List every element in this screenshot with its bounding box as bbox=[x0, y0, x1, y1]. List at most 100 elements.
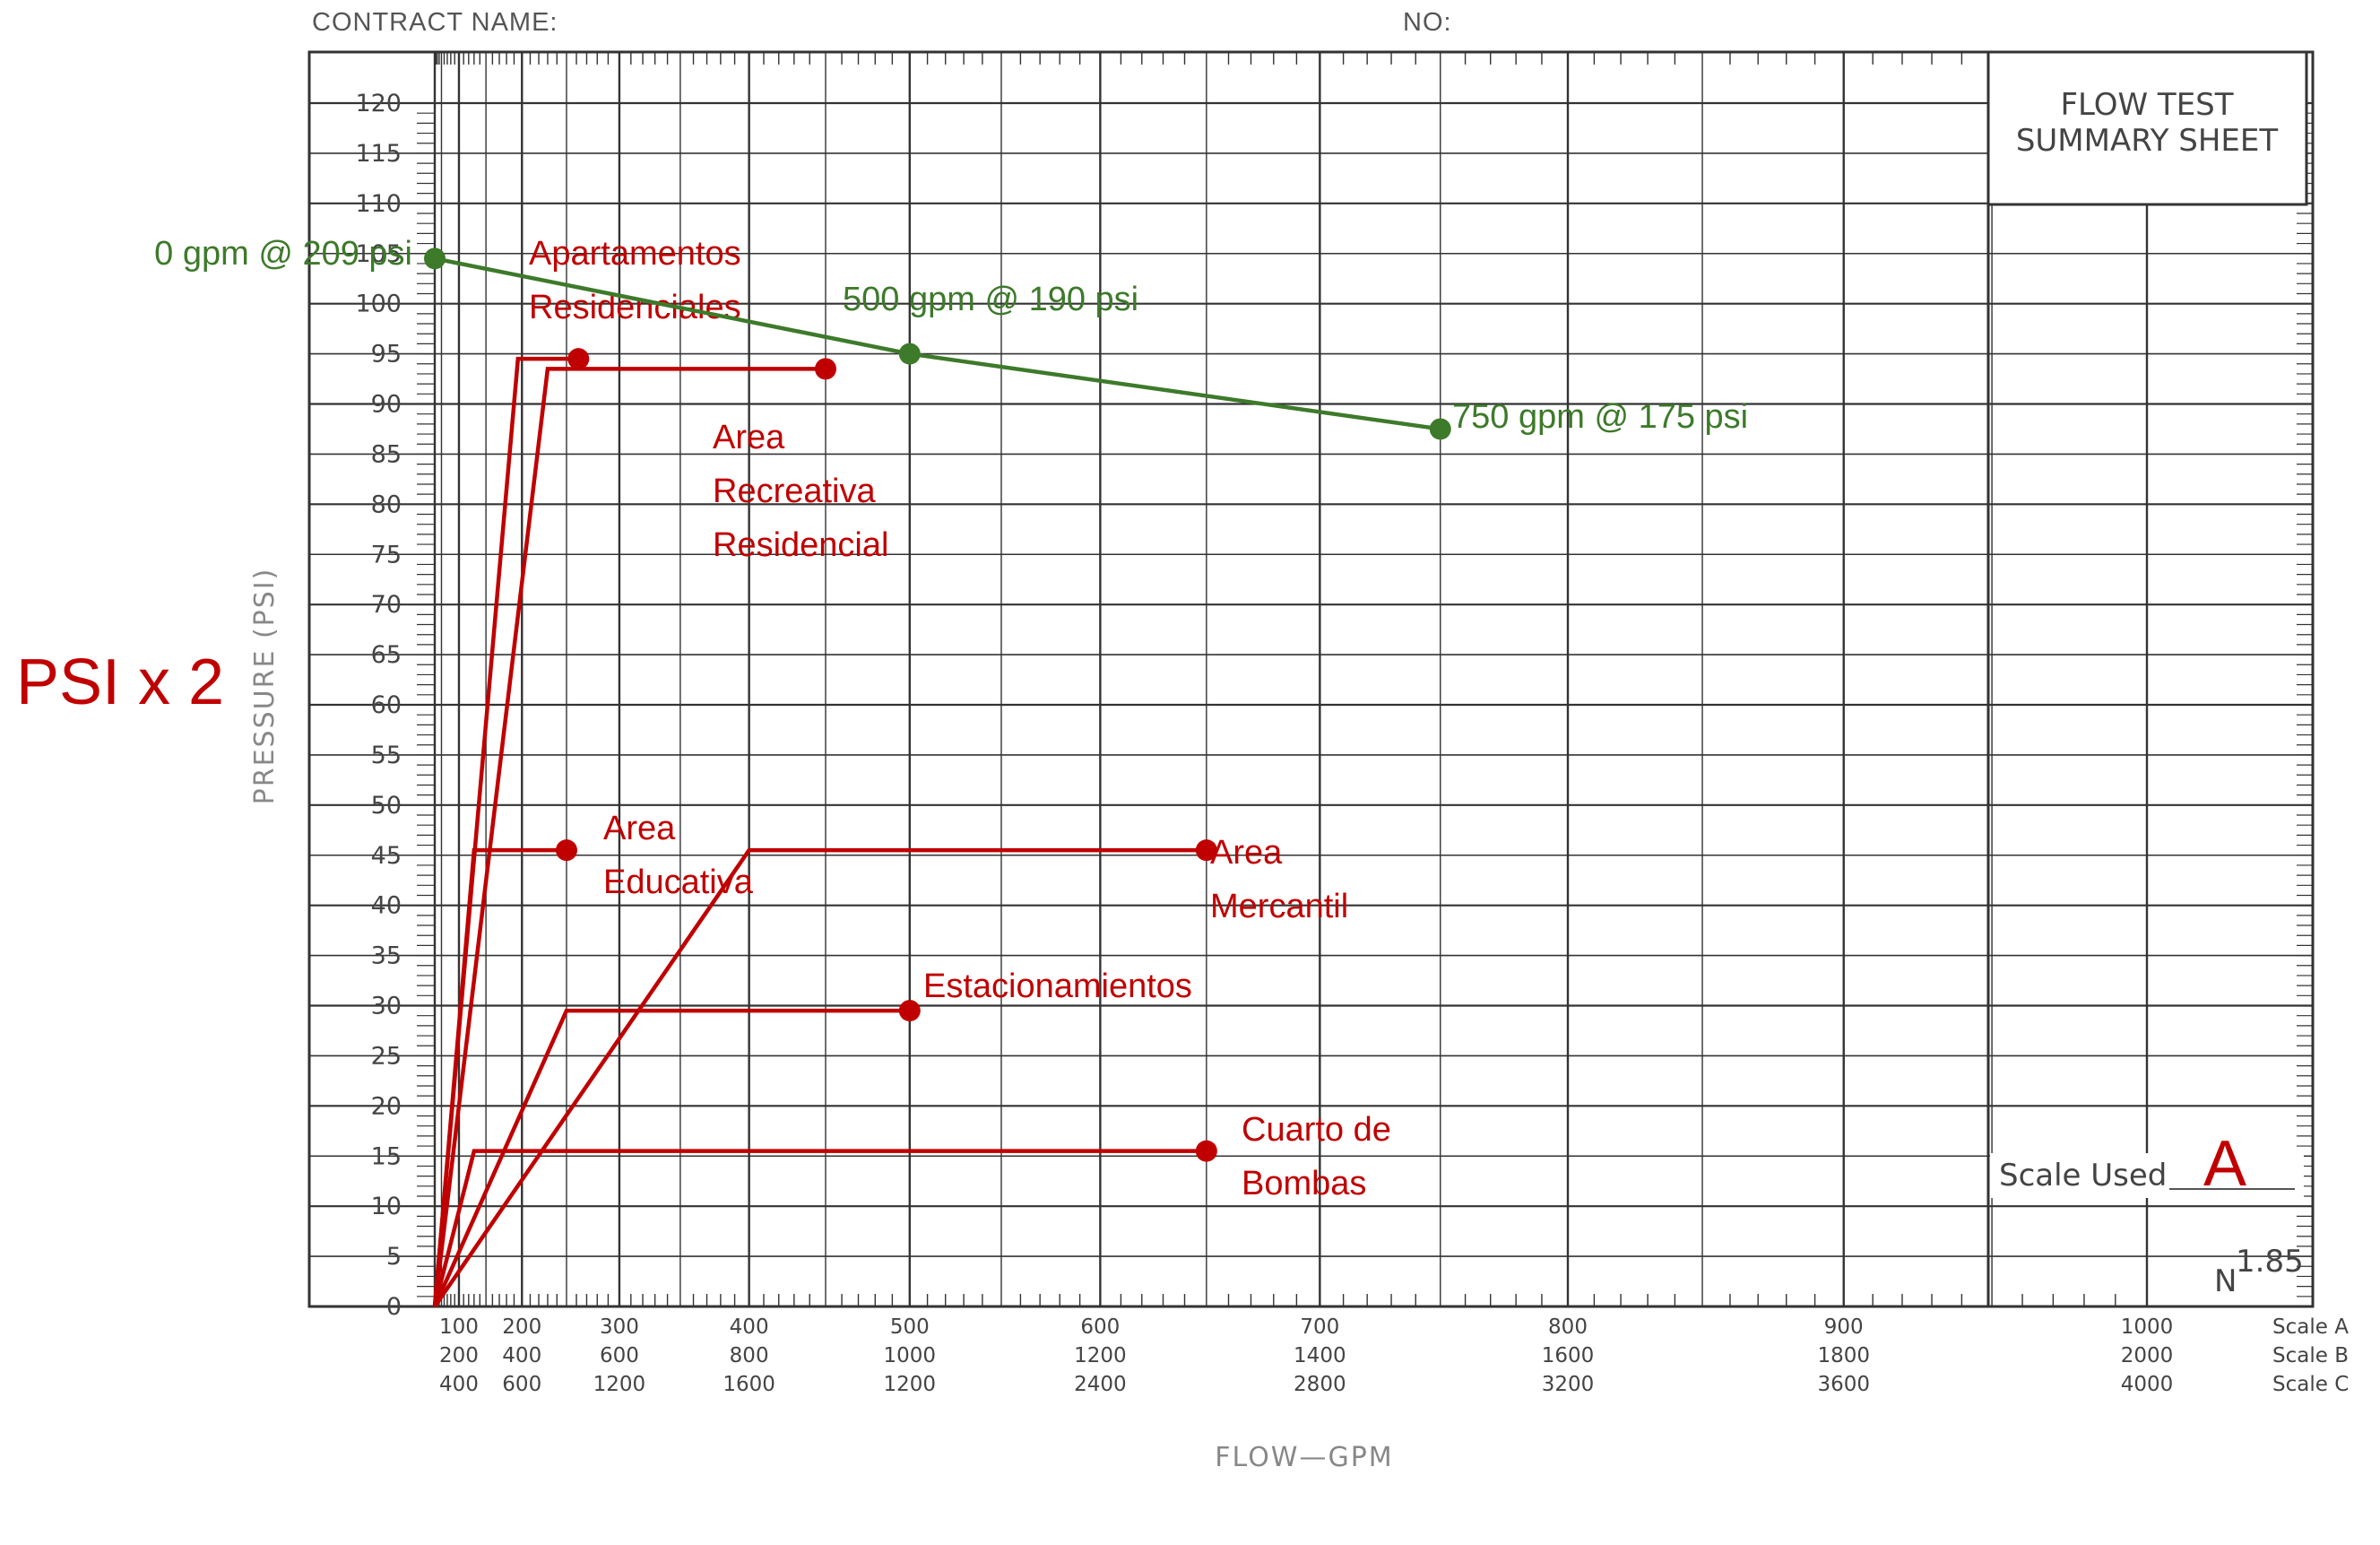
demand-point bbox=[555, 839, 577, 862]
x-tick-label-a: 700 bbox=[1300, 1315, 1339, 1339]
demand-label: Area bbox=[713, 419, 785, 456]
x-tick-label-b: 1800 bbox=[1817, 1344, 1870, 1367]
scale-used-value: A bbox=[2203, 1128, 2246, 1200]
demand-point bbox=[814, 358, 836, 380]
x-tick-label-a: 600 bbox=[1080, 1315, 1120, 1339]
x-tick-label-c: 4000 bbox=[2121, 1373, 2174, 1396]
contract-no-label: NO: bbox=[1403, 8, 1452, 37]
supply-point-label: 750 gpm @ 175 psi bbox=[1452, 398, 1748, 436]
demand-line bbox=[433, 847, 1207, 1308]
summary-title-line2: SUMMARY SHEET bbox=[2016, 123, 2279, 159]
x-tick-label-c: 1600 bbox=[723, 1373, 775, 1396]
y-tick-label: 85 bbox=[371, 440, 402, 468]
x-tick-label-c: 3600 bbox=[1817, 1373, 1870, 1396]
x-tick-label-b: 1200 bbox=[1074, 1344, 1127, 1367]
scale-used-label: Scale Used bbox=[1999, 1158, 2167, 1193]
x-tick-label-b: 2000 bbox=[2121, 1344, 2174, 1367]
demand-label: Cuarto de bbox=[1242, 1111, 1391, 1149]
demand-label: Area bbox=[603, 810, 676, 847]
summary-box: FLOW TEST SUMMARY SHEET Scale Used A N 1… bbox=[1986, 50, 2308, 1299]
x-tick-label-c: 2400 bbox=[1074, 1373, 1127, 1396]
n-exponent: 1.85 bbox=[2236, 1244, 2304, 1280]
demand-label: Educativa bbox=[603, 864, 754, 901]
demand-line bbox=[432, 1008, 910, 1307]
demand-label: Apartamentos bbox=[529, 235, 741, 273]
demand-line bbox=[432, 1149, 1207, 1307]
demand-label: Area bbox=[1210, 834, 1283, 872]
x-tick-label-a: 1000 bbox=[2121, 1315, 2174, 1339]
supply-point bbox=[898, 343, 921, 365]
supply-point-label: 500 gpm @ 190 psi bbox=[843, 281, 1138, 318]
x-tick-label-b: 1000 bbox=[884, 1344, 937, 1367]
x-tick-label-b: 1400 bbox=[1294, 1344, 1346, 1367]
y-tick-label: 120 bbox=[355, 90, 402, 117]
summary-box-frame bbox=[1986, 50, 2308, 206]
demand-line bbox=[432, 367, 826, 1307]
supply-point bbox=[424, 247, 446, 270]
x-tick-label-a: 500 bbox=[890, 1315, 930, 1339]
supply-point-label: 0 gpm @ 209 psi bbox=[154, 235, 412, 273]
y-tick-label: 0 bbox=[386, 1293, 402, 1321]
y-tick-label: 30 bbox=[371, 993, 402, 1020]
n-symbol: N bbox=[2214, 1263, 2237, 1299]
x-tick-label-a: 400 bbox=[730, 1315, 769, 1339]
demand-label: Bombas bbox=[1242, 1165, 1366, 1202]
demand-label: Estacionamientos bbox=[923, 968, 1192, 1005]
y-tick-label: 110 bbox=[355, 190, 402, 218]
y-tick-label: 40 bbox=[371, 892, 402, 920]
demand-label: Residencial bbox=[713, 526, 888, 564]
y-axis-title: PRESSURE (PSI) bbox=[249, 568, 281, 805]
x-tick-label-a: 200 bbox=[502, 1315, 541, 1339]
y-tick-label: 100 bbox=[355, 291, 402, 318]
y-tick-label: 105 bbox=[355, 240, 402, 268]
scale-used-backdrop bbox=[1990, 1153, 2304, 1198]
demand-point bbox=[567, 348, 590, 370]
scale-label: Scale A bbox=[2272, 1315, 2349, 1339]
x-tick-label-b: 200 bbox=[439, 1344, 479, 1367]
tick-labels: 0 5 10 15 20 25 30 35 40 45 50 55 60 65 70 75 80 85 90 95 10… bbox=[355, 90, 2349, 1396]
y-tick-label: 90 bbox=[371, 391, 402, 419]
y-tick-label: 75 bbox=[371, 541, 402, 569]
y-tick-label: 5 bbox=[386, 1243, 402, 1271]
chart-grid bbox=[307, 50, 2315, 1308]
supply-curve: 0 gpm @ 209 psi 500 gpm @ 190 psi 750 gpm … bbox=[154, 235, 1748, 440]
x-axis-title: FLOW—GPM bbox=[1215, 1442, 1393, 1473]
y-tick-label: 25 bbox=[371, 1042, 402, 1070]
x-tick-label-b: 600 bbox=[600, 1344, 639, 1367]
y-tick-label: 80 bbox=[371, 490, 402, 518]
demand-point bbox=[1195, 1140, 1217, 1162]
x-tick-label-b: 800 bbox=[730, 1344, 769, 1367]
x-tick-label-c: 2800 bbox=[1294, 1373, 1346, 1396]
y-tick-label: 45 bbox=[371, 842, 402, 870]
x-tick-label-a: 300 bbox=[600, 1315, 639, 1339]
x-tick-label-a: 900 bbox=[1824, 1315, 1864, 1339]
x-tick-label-c: 3200 bbox=[1542, 1373, 1595, 1396]
demand-line bbox=[432, 847, 567, 1307]
scale-label: Scale B bbox=[2272, 1344, 2349, 1367]
y-tick-label: 55 bbox=[371, 742, 402, 769]
y-tick-label: 10 bbox=[371, 1193, 402, 1220]
y-tick-label: 115 bbox=[355, 140, 402, 168]
contract-name-label: CONTRACT NAME: bbox=[312, 8, 558, 37]
y-tick-label: 15 bbox=[371, 1142, 402, 1170]
y-tick-label: 35 bbox=[371, 942, 402, 970]
demand-series: Apartamentos Residenciales Area Recreativa R… bbox=[432, 235, 1391, 1308]
demand-line bbox=[432, 356, 579, 1307]
y-tick-label: 65 bbox=[371, 641, 402, 669]
y-tick-label: 60 bbox=[371, 691, 402, 719]
x-tick-label-a: 800 bbox=[1548, 1315, 1588, 1339]
scale-label: Scale C bbox=[2272, 1373, 2349, 1396]
x-tick-label-b: 1600 bbox=[1542, 1344, 1595, 1367]
demand-label: Recreativa bbox=[713, 473, 876, 510]
summary-title-line1: FLOW TEST bbox=[2060, 87, 2233, 123]
demand-label: Mercantil bbox=[1210, 888, 1348, 925]
x-tick-label-c: 1200 bbox=[593, 1373, 646, 1396]
x-tick-label-c: 400 bbox=[439, 1373, 479, 1396]
demand-point bbox=[1195, 839, 1217, 862]
psi-x2-label: PSI x 2 bbox=[16, 647, 224, 718]
x-tick-label-c: 1200 bbox=[884, 1373, 937, 1396]
x-tick-label-a: 100 bbox=[439, 1315, 479, 1339]
demand-label: Residenciales bbox=[529, 289, 741, 326]
supply-point bbox=[1429, 418, 1451, 440]
